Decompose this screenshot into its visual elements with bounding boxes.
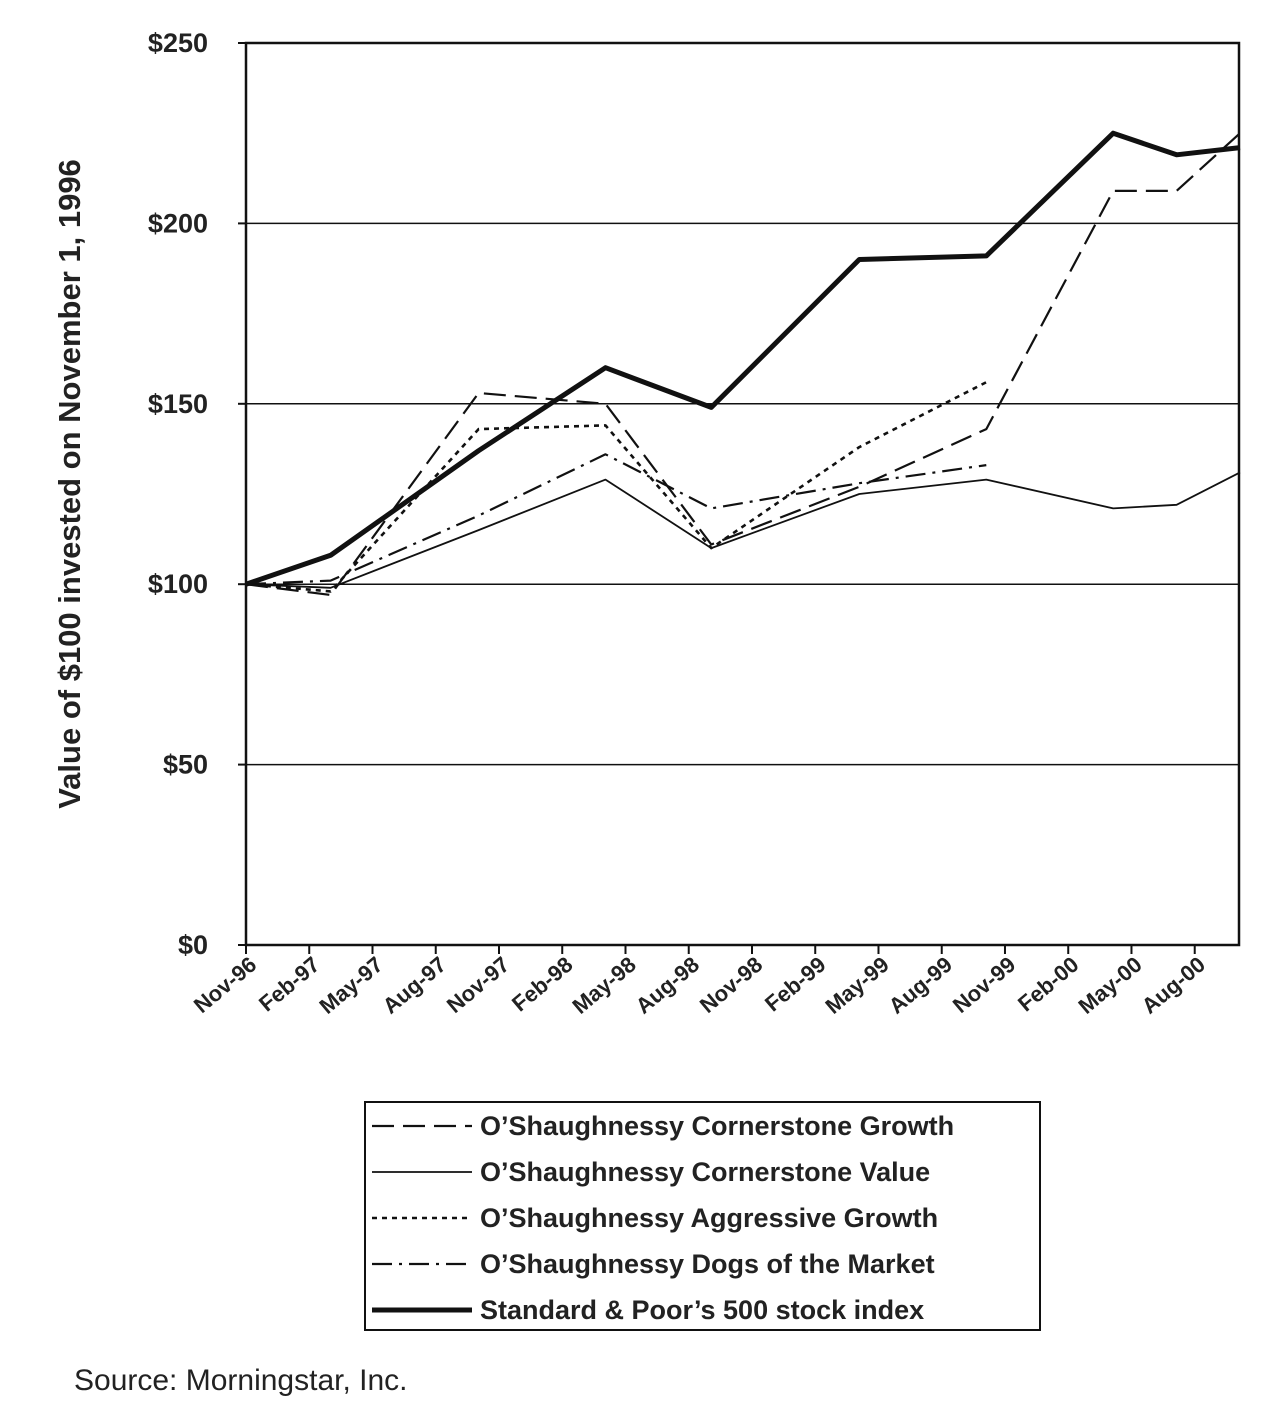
legend-box <box>364 1101 1041 1331</box>
y-tick-label: $150 <box>148 389 208 419</box>
series-line-0 <box>245 132 1241 597</box>
series-line-2 <box>245 381 987 593</box>
series-line-3 <box>245 453 987 586</box>
y-axis-ticks: $0 $50 $100 $150 $200 $250 <box>148 28 246 960</box>
x-tick-label: Aug-98 <box>631 952 704 1019</box>
x-tick-label: Aug-00 <box>1137 952 1210 1019</box>
x-tick-label: Nov-97 <box>442 952 514 1018</box>
legend: O’Shaughnessy Cornerstone Growth O’Shaugh… <box>364 1101 1041 1331</box>
y-axis-label: Value of $100 invested on November 1, 19… <box>52 159 87 809</box>
y-tick-label: $200 <box>148 208 208 238</box>
x-tick-label: May-99 <box>820 952 893 1019</box>
gridlines <box>246 42 1239 766</box>
x-tick-label: Aug-99 <box>884 952 957 1019</box>
series-line-4 <box>245 130 1241 587</box>
x-tick-label: Nov-96 <box>189 952 261 1018</box>
legend-label: O’Shaughnessy Aggressive Growth <box>480 1203 938 1233</box>
x-tick-label: May-00 <box>1073 952 1146 1019</box>
x-tick-label: Feb-99 <box>760 952 830 1017</box>
x-tick-label: Feb-97 <box>254 952 324 1017</box>
x-tick-label: Nov-99 <box>948 952 1020 1018</box>
x-tick-label: Feb-98 <box>507 952 577 1017</box>
y-tick-label: $50 <box>163 750 208 780</box>
x-tick-label: May-97 <box>314 952 387 1019</box>
x-axis-ticks: Nov-96Feb-97May-97Aug-97Nov-97Feb-98May-… <box>189 945 1210 1019</box>
legend-label: O’Shaughnessy Dogs of the Market <box>480 1249 935 1279</box>
y-tick-label: $0 <box>178 930 208 960</box>
source-note: Source: Morningstar, Inc. <box>74 1364 408 1397</box>
y-tick-label: $250 <box>148 28 208 58</box>
plot-area-frame <box>244 41 1241 947</box>
legend-label: Standard & Poor’s 500 stock index <box>480 1295 924 1325</box>
x-tick-label: Nov-98 <box>695 952 767 1018</box>
series-line-1 <box>245 471 1241 589</box>
legend-label: O’Shaughnessy Cornerstone Value <box>480 1157 930 1187</box>
x-tick-label: May-98 <box>567 952 640 1019</box>
legend-label: O’Shaughnessy Cornerstone Growth <box>480 1111 954 1141</box>
x-tick-label: Feb-00 <box>1013 952 1083 1017</box>
y-tick-label: $100 <box>148 569 208 599</box>
x-tick-label: Aug-97 <box>378 952 451 1019</box>
series-lines <box>245 130 1241 597</box>
